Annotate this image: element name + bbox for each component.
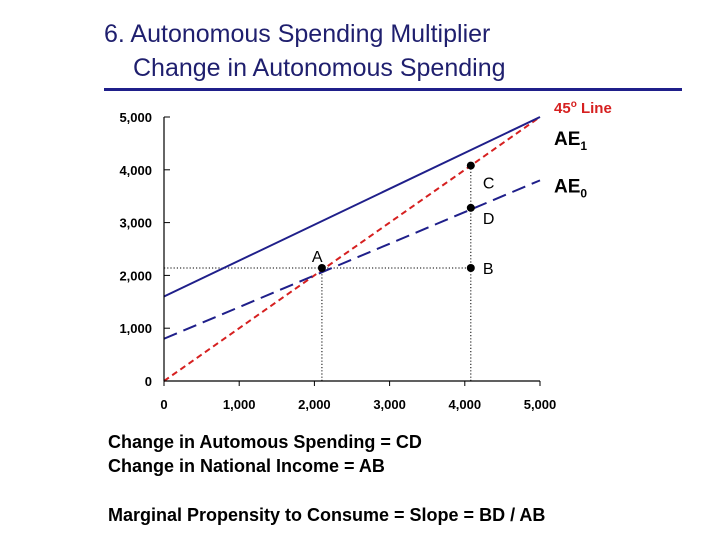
x-tick-label: 5,000 bbox=[524, 397, 557, 412]
x-tick-label: 1,000 bbox=[223, 397, 256, 412]
series-label-45o-line: 45o Line bbox=[554, 99, 612, 117]
x-tick-label: 3,000 bbox=[373, 397, 406, 412]
slide-title-line-1: 6. Autonomous Spending Multiplier bbox=[104, 20, 491, 48]
series-labels: 45o Line AE1 AE0 bbox=[554, 99, 612, 201]
guide-lines bbox=[164, 165, 472, 381]
y-tick-label: 2,000 bbox=[119, 268, 152, 283]
x-tick-label: 4,000 bbox=[449, 397, 482, 412]
y-tick-label: 5,000 bbox=[119, 110, 152, 125]
tick-marks-and-labels: 0 1,000 2,000 3,000 4,000 5,000 0 1,000 2,000 3,0… bbox=[119, 110, 556, 412]
y-tick-label: 4,000 bbox=[119, 163, 152, 178]
y-tick-label: 0 bbox=[145, 374, 152, 389]
series-label-ae0: AE0 bbox=[554, 177, 587, 201]
y-tick-label: 3,000 bbox=[119, 216, 152, 231]
note-change-autonomous-spending: Change in Automous Spending = CD bbox=[108, 432, 422, 452]
x-tick-label: 2,000 bbox=[298, 397, 331, 412]
slide-title-line-2: Change in Autonomous Spending bbox=[133, 54, 506, 82]
series-lines bbox=[163, 116, 541, 382]
point-d-label: D bbox=[483, 211, 495, 228]
series-line-45o-line bbox=[163, 116, 541, 382]
point-a-marker bbox=[317, 264, 326, 273]
y-tick-label: 1,000 bbox=[119, 321, 152, 336]
point-c-marker bbox=[466, 161, 475, 170]
note-change-national-income: Change in National Income = AB bbox=[108, 456, 385, 476]
point-c-label: C bbox=[483, 176, 495, 193]
point-a-label: A bbox=[312, 249, 323, 266]
title-underline bbox=[104, 88, 682, 91]
series-line-ae1 bbox=[163, 116, 541, 298]
note-mpc: Marginal Propensity to Consume = Slope =… bbox=[108, 505, 546, 525]
axes bbox=[163, 117, 540, 382]
point-markers: A C D B bbox=[312, 161, 495, 278]
x-tick-label: 0 bbox=[160, 397, 167, 412]
point-b-label: B bbox=[483, 261, 494, 278]
series-line-ae0 bbox=[163, 179, 541, 340]
point-b-marker bbox=[466, 264, 475, 273]
point-d-marker bbox=[466, 203, 475, 212]
series-label-ae1: AE1 bbox=[554, 129, 587, 153]
